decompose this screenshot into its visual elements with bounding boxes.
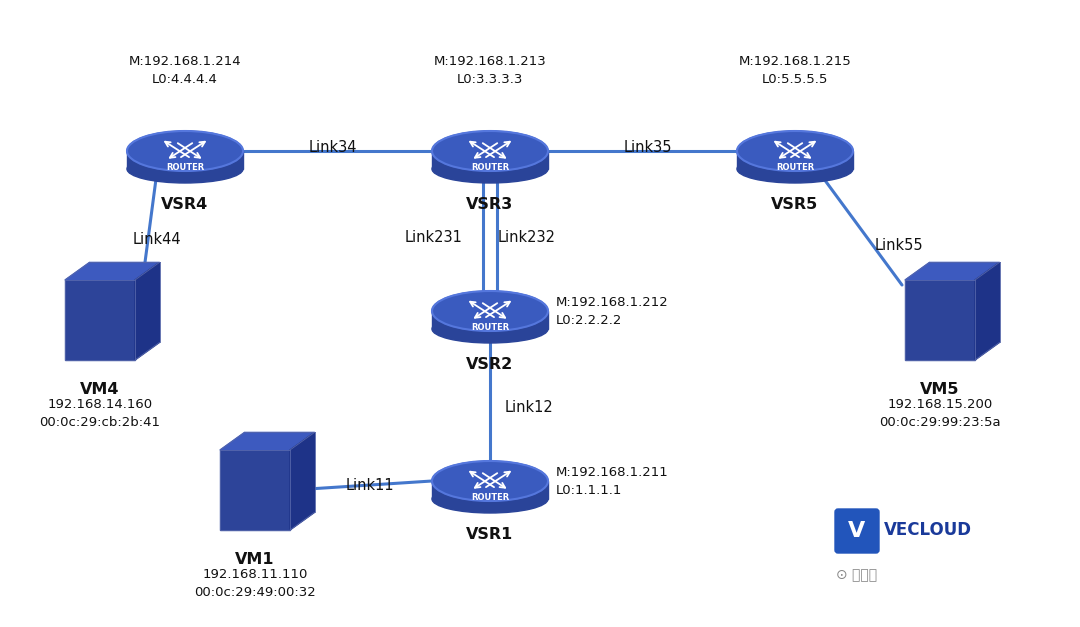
Text: VM1: VM1 — [235, 552, 274, 567]
Ellipse shape — [127, 155, 243, 183]
Text: VECLOUD: VECLOUD — [885, 521, 972, 539]
Ellipse shape — [432, 315, 548, 343]
Ellipse shape — [737, 155, 853, 183]
Text: Link55: Link55 — [875, 238, 923, 253]
Text: ROUTER: ROUTER — [471, 492, 509, 502]
Text: 192.168.14.160
00:0c:29:cb:2b:41: 192.168.14.160 00:0c:29:cb:2b:41 — [40, 398, 161, 429]
Text: VSR4: VSR4 — [161, 197, 208, 212]
Polygon shape — [220, 450, 291, 530]
Ellipse shape — [432, 131, 548, 171]
Text: Link231: Link231 — [404, 231, 462, 246]
Polygon shape — [220, 433, 314, 450]
Ellipse shape — [432, 155, 548, 183]
Text: 192.168.15.200
00:0c:29:99:23:5a: 192.168.15.200 00:0c:29:99:23:5a — [879, 398, 1001, 429]
Ellipse shape — [432, 291, 548, 331]
Text: VSR1: VSR1 — [467, 527, 514, 542]
Text: Link11: Link11 — [346, 478, 394, 493]
Text: Link232: Link232 — [498, 231, 556, 246]
Ellipse shape — [737, 131, 853, 171]
Text: M:192.168.1.215
L0:5.5.5.5: M:192.168.1.215 L0:5.5.5.5 — [739, 55, 851, 86]
Text: 192.168.11.110
00:0c:29:49:00:32: 192.168.11.110 00:0c:29:49:00:32 — [194, 568, 315, 599]
Text: VM4: VM4 — [80, 382, 120, 397]
Text: Link34: Link34 — [309, 140, 357, 155]
Text: ROUTER: ROUTER — [166, 162, 204, 172]
Polygon shape — [127, 151, 243, 169]
Ellipse shape — [432, 461, 548, 501]
Polygon shape — [975, 263, 999, 360]
Ellipse shape — [127, 131, 243, 171]
Text: Link12: Link12 — [505, 401, 554, 416]
Text: Link35: Link35 — [624, 140, 672, 155]
Text: M:192.168.1.211
L0:1.1.1.1: M:192.168.1.211 L0:1.1.1.1 — [556, 465, 669, 497]
Polygon shape — [737, 151, 853, 169]
Polygon shape — [65, 263, 160, 280]
Text: VSR3: VSR3 — [467, 197, 514, 212]
Text: VM5: VM5 — [920, 382, 960, 397]
Ellipse shape — [432, 485, 548, 513]
Text: ROUTER: ROUTER — [775, 162, 814, 172]
Polygon shape — [135, 263, 160, 360]
Text: ROUTER: ROUTER — [471, 322, 509, 332]
Polygon shape — [432, 481, 548, 499]
Text: VSR2: VSR2 — [467, 357, 514, 372]
Text: Link44: Link44 — [133, 233, 181, 248]
Text: ⊙ 铁军哥: ⊙ 铁军哥 — [836, 568, 878, 582]
Text: M:192.168.1.212
L0:2.2.2.2: M:192.168.1.212 L0:2.2.2.2 — [556, 295, 669, 327]
Polygon shape — [905, 280, 975, 360]
Text: M:192.168.1.213
L0:3.3.3.3: M:192.168.1.213 L0:3.3.3.3 — [434, 55, 546, 86]
Text: VSR5: VSR5 — [771, 197, 819, 212]
Text: V: V — [849, 521, 866, 541]
Text: ROUTER: ROUTER — [471, 162, 509, 172]
Polygon shape — [291, 433, 314, 530]
Polygon shape — [432, 151, 548, 169]
Text: M:192.168.1.214
L0:4.4.4.4: M:192.168.1.214 L0:4.4.4.4 — [129, 55, 241, 86]
Polygon shape — [905, 263, 999, 280]
Polygon shape — [65, 280, 135, 360]
Polygon shape — [432, 311, 548, 329]
FancyBboxPatch shape — [835, 509, 879, 553]
